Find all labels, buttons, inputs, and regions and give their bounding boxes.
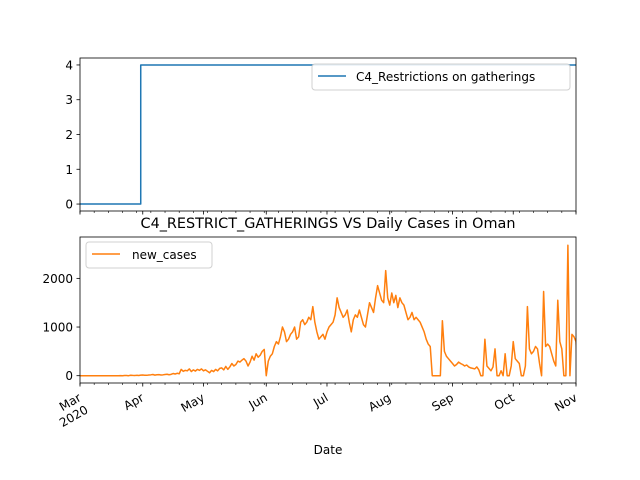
bottom-x-tick-label: Jul <box>310 390 330 410</box>
bottom-x-tick-label: Jun <box>246 390 270 412</box>
top-y-tick-label: 1 <box>65 163 73 177</box>
bottom-y-tick-label: 1000 <box>42 321 73 335</box>
x-axis-label: Date <box>314 443 343 457</box>
bottom-x-tick-label: Apr <box>121 390 146 413</box>
top-y-tick-label: 0 <box>65 198 73 212</box>
top-panel: 0 1 2 3 4 C4_Restrictions on gatherings <box>65 57 577 215</box>
bottom-x-tick-label: Aug <box>366 390 393 414</box>
bottom-y-tick-label: 2000 <box>42 272 73 286</box>
chart-title: C4_RESTRICT_GATHERINGS VS Daily Cases in… <box>141 216 516 232</box>
bottom-x-tick-label: Nov <box>552 390 579 414</box>
top-y-tick-label: 2 <box>65 128 73 142</box>
top-legend-box <box>311 63 571 91</box>
bottom-y-axis: 0 1000 2000 <box>42 272 80 383</box>
bottom-legend-box <box>85 241 213 269</box>
top-y-axis: 0 1 2 3 4 <box>65 58 80 212</box>
bottom-legend-label: new_cases <box>132 248 197 262</box>
bottom-plot-frame <box>79 236 577 384</box>
bottom-y-tick-label: 0 <box>65 369 73 383</box>
top-x-axis-ticks <box>79 211 577 215</box>
bottom-series-line <box>80 244 576 377</box>
top-plot-frame <box>79 57 577 212</box>
top-y-tick-label: 3 <box>65 93 73 107</box>
bottom-panel: C4_RESTRICT_GATHERINGS VS Daily Cases in… <box>42 216 580 457</box>
bottom-legend: new_cases <box>85 241 213 269</box>
top-legend-label: C4_Restrictions on gatherings <box>356 70 535 84</box>
bottom-x-tick-label: Sep <box>429 390 456 413</box>
top-legend: C4_Restrictions on gatherings <box>311 63 571 91</box>
top-y-tick-label: 4 <box>65 58 73 72</box>
bottom-series <box>80 244 576 377</box>
bottom-x-tick-label: May <box>179 390 207 415</box>
bottom-x-tick-label: Oct <box>492 390 517 413</box>
